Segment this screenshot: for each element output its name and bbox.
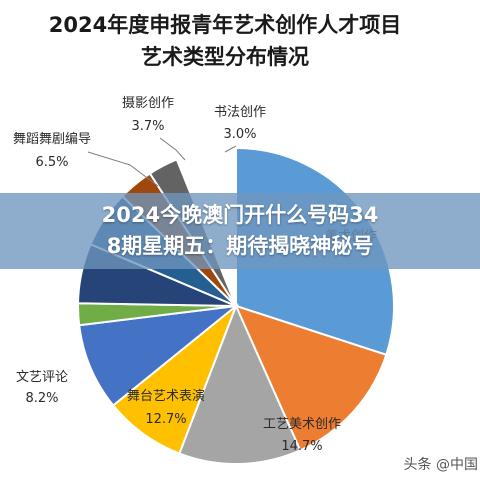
- slice-value-8: 3.7%: [131, 119, 164, 134]
- leader-line-8: [159, 137, 186, 161]
- slice-value-7: 6.5%: [35, 155, 68, 170]
- slice-label-2: 舞台艺术表演: [127, 388, 205, 404]
- pie-slice-4: [78, 304, 240, 407]
- slice-value-1: 14.7%: [281, 439, 322, 454]
- source-watermark: 头条 @中国: [403, 457, 478, 473]
- leader-line-7: [87, 151, 159, 187]
- chart-title-line-2: 艺术类型分布情况: [141, 45, 309, 69]
- slice-label-8: 摄影创作: [122, 96, 174, 111]
- chart-title-line-1: 2024年度申报青年艺术创作人才项目: [49, 13, 401, 37]
- slice-value-3: 8.2%: [25, 391, 58, 406]
- headline-banner: [0, 193, 480, 269]
- headline-line-2: 8期星期五：期待揭晓神秘号: [106, 234, 374, 258]
- slice-label-9: 书法创作: [214, 105, 266, 120]
- slice-value-2: 12.7%: [145, 412, 186, 427]
- pie-slice-2: [178, 303, 302, 465]
- pie-slice-1: [234, 304, 388, 452]
- slice-label-1: 工艺美术创作: [263, 417, 341, 432]
- leader-line-9: [224, 145, 237, 153]
- slice-value-9: 3.0%: [223, 127, 256, 142]
- headline-text: 2024今晚澳门开什么号码34 8期星期五：期待揭晓神秘号: [0, 200, 480, 262]
- leader-lines: [87, 137, 237, 187]
- slice-label-3: 文艺评论: [16, 370, 68, 385]
- slice-label-7: 舞蹈舞剧编导: [13, 132, 91, 147]
- headline-line-1: 2024今晚澳门开什么号码34: [101, 203, 379, 227]
